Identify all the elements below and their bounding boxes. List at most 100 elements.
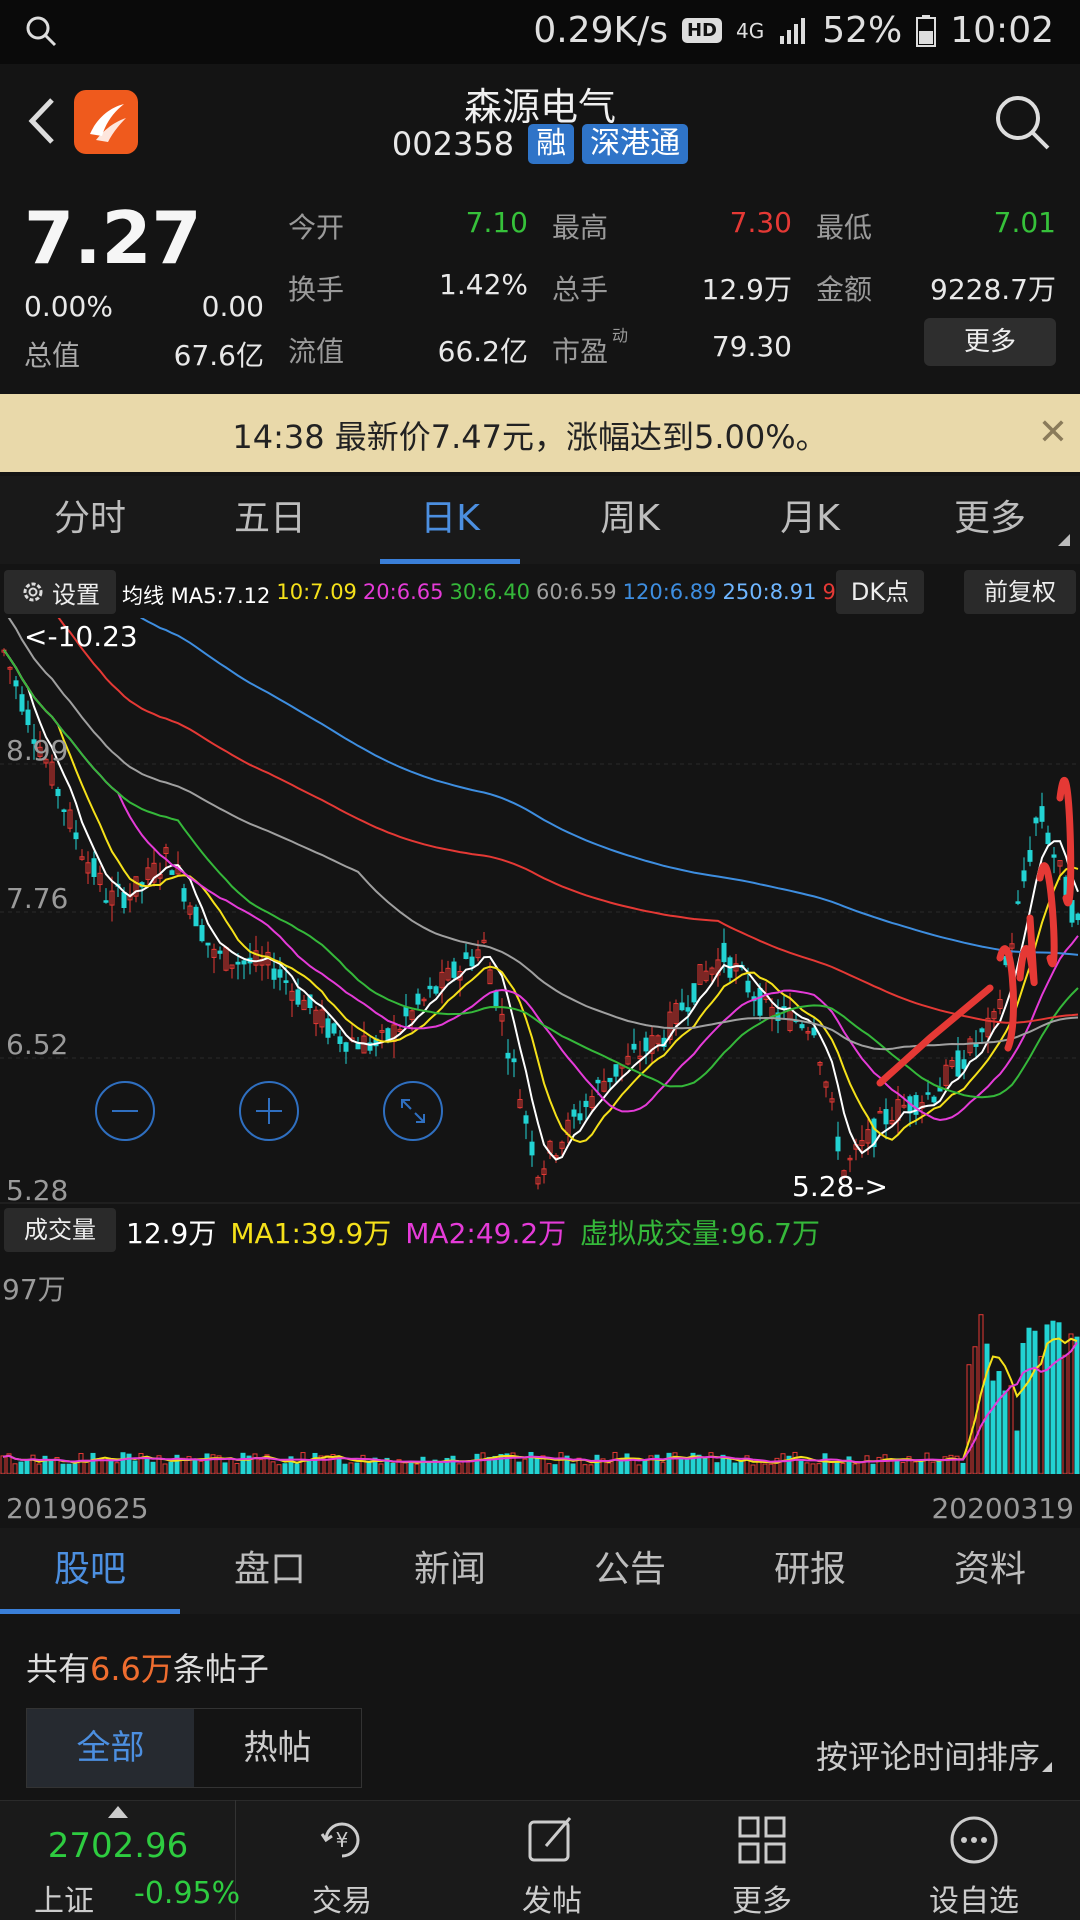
volume-bar <box>732 1462 738 1474</box>
candle-body <box>841 1170 847 1178</box>
volume-bar <box>852 1463 858 1474</box>
content-tab-3[interactable]: 公告 <box>593 1549 666 1590</box>
close-icon[interactable]: ✕ <box>1037 412 1068 453</box>
stock-search-icon[interactable] <box>992 92 1052 152</box>
filter-hot-button[interactable]: 热帖 <box>243 1728 312 1768</box>
tab-5[interactable]: 更多 <box>953 498 1026 539</box>
candle-body <box>889 1119 895 1125</box>
app-logo[interactable] <box>74 90 138 154</box>
kline-chart[interactable] <box>0 618 1080 1204</box>
candle-body <box>1051 854 1057 858</box>
candle-body <box>427 985 433 990</box>
candle-body <box>571 1109 577 1117</box>
candle-body <box>697 964 703 985</box>
search-icon <box>26 16 57 47</box>
volume-bar <box>42 1455 48 1474</box>
volume-bar <box>108 1459 114 1474</box>
candle-body <box>847 1157 853 1161</box>
content-tab-2[interactable]: 新闻 <box>413 1549 486 1590</box>
fullscreen-icon[interactable] <box>382 1080 444 1142</box>
candle-body <box>1033 817 1039 824</box>
margin-tag: 融 <box>528 124 575 164</box>
filter-all-button[interactable]: 全部 <box>27 1709 194 1787</box>
dk-point-button[interactable]: DK点 <box>836 570 924 614</box>
candle-body <box>835 1136 841 1152</box>
content-tab-1[interactable]: 盘口 <box>233 1549 306 1590</box>
volume-bar <box>828 1462 834 1474</box>
post-filter-segment: 全部 热帖 <box>26 1708 362 1788</box>
volume-bar <box>234 1462 240 1474</box>
quote-label: 市盈 <box>552 335 609 368</box>
status-bar: 0.29K/s HD 4G 52% 10:02 <box>0 0 1080 64</box>
volume-bar <box>240 1452 246 1474</box>
volume-bar <box>66 1463 72 1474</box>
sort-dropdown[interactable]: 按评论时间排序 <box>815 1738 1040 1776</box>
price-adjust-button[interactable]: 前复权 <box>964 570 1076 614</box>
nav-trade-label: 交易 <box>312 1884 372 1919</box>
volume-ma-line <box>2 1341 1078 1464</box>
candle-body <box>529 1141 535 1156</box>
content-tab-4[interactable]: 研报 <box>773 1549 846 1590</box>
candle-body <box>325 1018 331 1038</box>
candle-body <box>289 990 295 1001</box>
volume-bar <box>948 1454 954 1474</box>
back-arrow-icon[interactable] <box>22 96 62 146</box>
volume-bar <box>570 1463 576 1474</box>
candle-body <box>967 1038 973 1054</box>
tab-1[interactable]: 五日 <box>233 498 306 539</box>
volume-bar <box>132 1460 138 1474</box>
candle-body <box>991 1011 997 1020</box>
tab-0[interactable]: 分时 <box>53 498 126 539</box>
volume-bar <box>906 1456 912 1474</box>
nav-trade[interactable]: ¥ 交易 <box>272 1810 412 1920</box>
content-tabs: 股吧 盘口 新闻 公告 研报 资料 <box>0 1528 1080 1614</box>
posts-number: 6.6万 <box>90 1650 173 1688</box>
nav-more[interactable]: 更多 <box>692 1810 832 1920</box>
candle-body <box>799 1024 805 1029</box>
volume-bar <box>12 1463 18 1474</box>
volume-bar <box>468 1460 474 1474</box>
annotation-scribble <box>876 776 1075 1087</box>
chart-settings-button[interactable]: 设置 <box>4 570 116 614</box>
quote-label: 换手 <box>288 273 345 306</box>
tab-2[interactable]: 日K <box>360 476 540 564</box>
volume-bar <box>1002 1390 1008 1474</box>
volume-bar <box>840 1463 846 1474</box>
volume-bar <box>1014 1430 1020 1474</box>
more-quote-button[interactable]: 更多 <box>924 318 1056 366</box>
quote-value: 9228.7万 <box>930 273 1056 306</box>
zoom-out-icon[interactable] <box>94 1080 156 1142</box>
candle-body <box>343 1042 349 1052</box>
volume-bar <box>594 1454 600 1474</box>
nav-add-watchlist[interactable]: 设自选 <box>904 1810 1044 1920</box>
candle-body <box>445 967 451 981</box>
nav-post[interactable]: 发帖 <box>482 1810 622 1920</box>
candle-body <box>85 862 91 874</box>
candle-body <box>73 832 79 840</box>
volume-bar <box>624 1453 630 1474</box>
candle-body <box>79 856 85 860</box>
price-alert-banner <box>0 394 1080 472</box>
volume-bar <box>30 1454 36 1474</box>
candle-body <box>271 968 277 980</box>
candle-body <box>871 1118 877 1148</box>
candle-body <box>643 1037 649 1052</box>
tab-3[interactable]: 周K <box>600 498 660 539</box>
market-index-box[interactable] <box>0 1800 236 1920</box>
candle-body <box>463 952 469 959</box>
candle-body <box>475 949 481 959</box>
posts-suffix: 条帖子 <box>172 1650 269 1688</box>
candle-body <box>19 694 25 712</box>
volume-chart[interactable] <box>0 1258 1080 1474</box>
zoom-in-icon[interactable] <box>238 1080 300 1142</box>
content-tab-5[interactable]: 资料 <box>953 1549 1026 1590</box>
candle-body <box>607 1077 613 1083</box>
tab-4[interactable]: 月K <box>780 498 840 539</box>
volume-bar <box>966 1364 972 1474</box>
candle-body <box>91 858 97 877</box>
content-tab-0[interactable]: 股吧 <box>0 1528 180 1614</box>
volume-bar <box>588 1464 594 1474</box>
candle-body <box>583 1100 589 1108</box>
candle-body <box>469 956 475 967</box>
volume-indicator-button[interactable]: 成交量 <box>4 1208 116 1252</box>
